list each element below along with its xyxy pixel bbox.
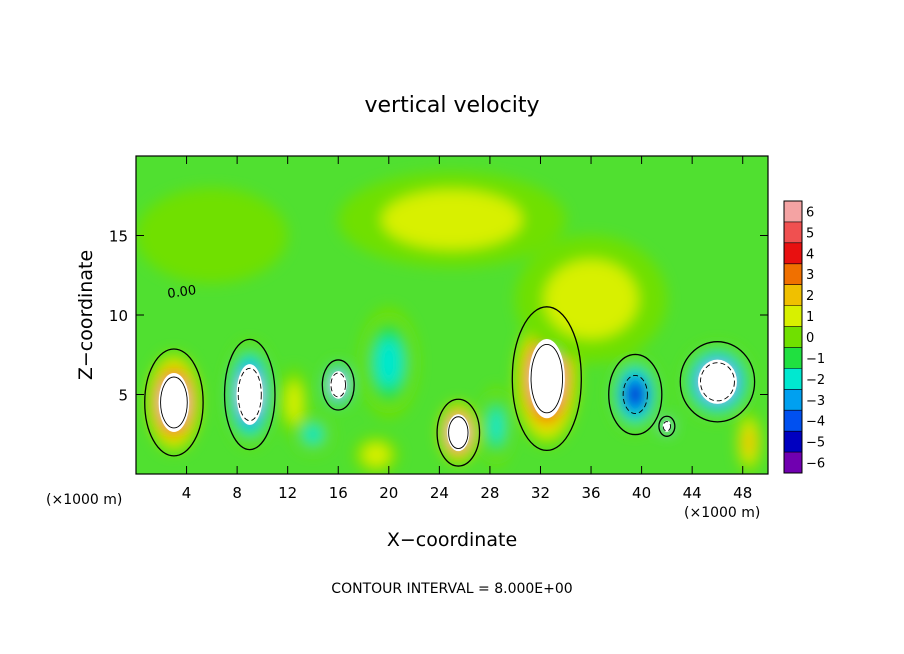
x-tick-label: 24 (430, 484, 449, 502)
field-cell (136, 187, 288, 284)
x-tick-label: 20 (379, 484, 398, 502)
x-tick-label: 12 (278, 484, 297, 502)
field-cell (338, 171, 566, 268)
saturated-core (528, 338, 565, 419)
colorbar-label: 6 (806, 205, 814, 220)
field-band (136, 187, 288, 284)
negative-contour (237, 367, 262, 422)
field-cell (353, 435, 399, 474)
x-tick-label: 16 (329, 484, 348, 502)
positive-contour (448, 416, 469, 450)
colorbar-label: −4 (806, 415, 825, 430)
zero-contour (608, 353, 663, 436)
zero-contour (679, 341, 756, 423)
y-tick-label: 10 (109, 307, 128, 325)
colorbar-swatch (784, 221, 802, 244)
field-band (375, 337, 402, 388)
saturated-core (236, 364, 263, 425)
colorbar-label: 1 (806, 310, 814, 325)
zero-contour (658, 415, 676, 437)
x-unit-left: (×1000 m) (46, 492, 122, 508)
field-cell (280, 367, 308, 438)
field-band (285, 380, 303, 424)
field-cell (294, 415, 332, 454)
colorbar-label: 2 (806, 289, 814, 304)
colorbar-label: 4 (806, 247, 814, 262)
field-cell (736, 410, 762, 474)
x-tick-label: 48 (733, 484, 752, 502)
colorbar-swatch (784, 242, 802, 265)
colorbar-swatch (784, 201, 802, 223)
field-band (362, 443, 391, 467)
y-tick-label: 5 (118, 387, 128, 405)
colorbar: 6 5 4 3 2 1 0 −1 −2 −3 −4 −5 −6 (783, 200, 825, 474)
contour-label: 0.00 (166, 283, 197, 302)
field-band (544, 259, 638, 339)
x-axis-label: X−coordinate (387, 529, 517, 551)
x-tick-label: 8 (232, 484, 242, 502)
field-cell (359, 307, 418, 419)
colorbar-swatch (784, 326, 802, 348)
negative-contour (662, 421, 671, 432)
saturated-core (329, 371, 347, 399)
saturated-core (158, 372, 190, 432)
zero-contour (511, 306, 582, 452)
zero-contour (321, 359, 355, 411)
saturated-core (662, 420, 672, 432)
colorbar-swatch (784, 263, 802, 286)
zero-contour (436, 398, 481, 467)
chart-title: vertical velocity (364, 93, 539, 118)
field-band (743, 428, 755, 457)
x-tick-label: 40 (632, 484, 651, 502)
negative-contour (700, 362, 735, 402)
velocity-field (136, 171, 762, 474)
colorbar-frame (783, 200, 803, 474)
positive-contour (160, 376, 188, 429)
colorbar-label: 3 (806, 268, 814, 283)
colorbar-swatch (784, 452, 802, 474)
plot-area (135, 155, 769, 475)
positive-contour (530, 343, 564, 414)
saturated-core (697, 359, 737, 404)
x-tick-label: 4 (182, 484, 192, 502)
colorbar-swatch (784, 368, 802, 390)
x-tick-label: 28 (480, 484, 499, 502)
colorbar-swatch (784, 305, 802, 328)
contour-interval-note: CONTOUR INTERVAL = 8.000E+00 (331, 581, 572, 597)
colorbar-label: −6 (806, 457, 825, 472)
colorbar-label: 0 (806, 331, 814, 346)
x-tick-label: 36 (581, 484, 600, 502)
saturated-core (447, 414, 470, 452)
field-cell (610, 356, 661, 433)
field-cell (515, 235, 667, 363)
field-band (381, 190, 523, 249)
zero-contour (223, 338, 276, 451)
x-tick-label: 32 (531, 484, 550, 502)
colorbar-label: −3 (806, 394, 825, 409)
field-band (304, 425, 322, 443)
field-band (629, 385, 642, 404)
colorbar-label: −1 (806, 352, 825, 367)
field-cell (481, 386, 512, 467)
contour-lines (144, 306, 756, 467)
colorbar-swatch (784, 347, 802, 369)
colorbar-swatch (784, 431, 802, 453)
negative-contour (330, 372, 346, 398)
y-tick-label: 15 (109, 228, 128, 246)
x-tick-label: 44 (683, 484, 702, 502)
x-unit-right: (×1000 m) (684, 505, 760, 521)
colorbar-swatch (784, 389, 802, 411)
colorbar-label: −5 (806, 436, 825, 451)
colorbar-label: 5 (806, 226, 814, 241)
zero-contour (144, 348, 204, 457)
y-axis-label: Z−coordinate (75, 250, 97, 380)
negative-contour (622, 374, 648, 415)
field-band (489, 408, 503, 444)
colorbar-swatch (784, 284, 802, 307)
colorbar-swatch (784, 410, 802, 432)
colorbar-label: −2 (806, 373, 825, 388)
x-axis: 4 8 12 16 20 24 28 32 36 40 44 48 (182, 156, 752, 502)
y-axis: 5 10 15 (109, 228, 768, 405)
